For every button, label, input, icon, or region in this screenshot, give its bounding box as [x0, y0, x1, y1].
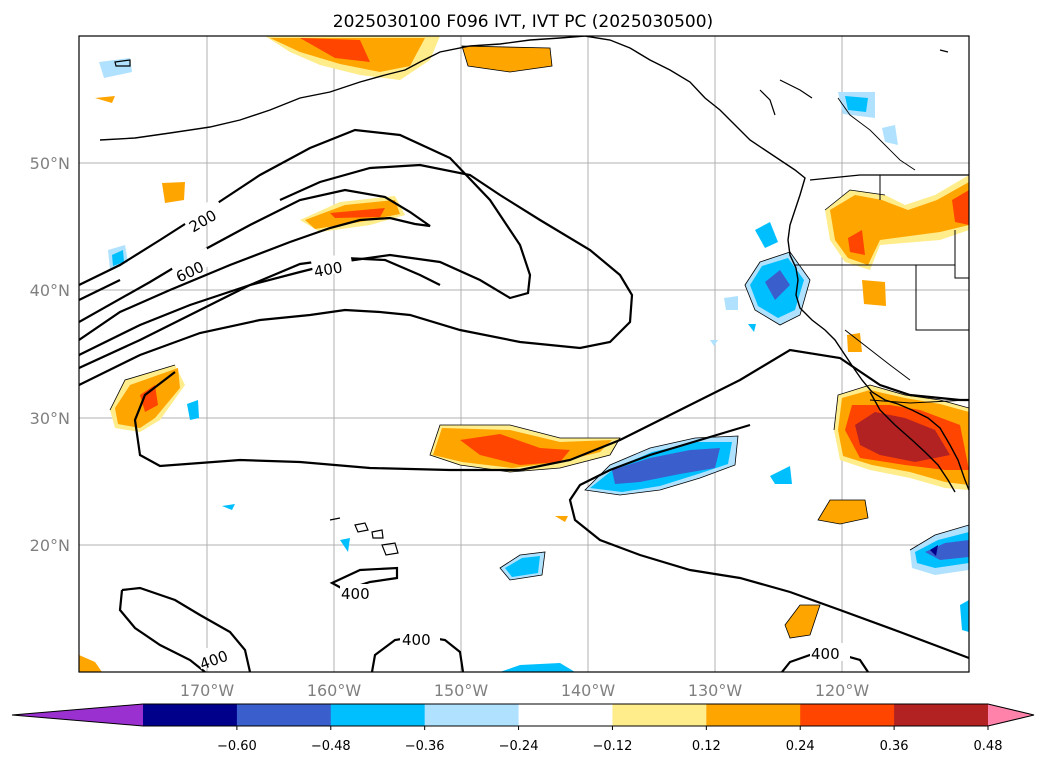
- colorbar-outline: [11, 703, 1035, 727]
- colorbar-tick-label: −0.36: [405, 739, 445, 754]
- map-area: 200 600 400 400 400 400 400: [79, 36, 969, 672]
- colorbar-segment: [143, 704, 238, 726]
- lon-label-120w: 120°W: [815, 681, 870, 700]
- lat-label-30n: 30°N: [30, 409, 70, 428]
- contour-label-400-southeast: 400: [811, 645, 840, 663]
- longitude-labels: 170°W 160°W 150°W 140°W 130°W 120°W: [180, 681, 870, 700]
- figure-title: 2025030100 F096 IVT, IVT PC (2025030500): [333, 12, 713, 32]
- colorbar-tick-label: −0.60: [217, 739, 257, 754]
- colorbar-extend-low: [12, 704, 143, 726]
- colorbar-segment: [330, 704, 426, 726]
- colorbar-tick-label: 0.36: [880, 739, 909, 754]
- lat-label-40n: 40°N: [30, 281, 70, 300]
- coastlines: [99, 36, 969, 556]
- lon-label-130w: 130°W: [688, 681, 743, 700]
- contour-labels: 200 600 400 400 400 400 400: [170, 197, 850, 672]
- colorbar-segment: [518, 704, 613, 726]
- colorbar-tick-label: −0.24: [499, 739, 539, 754]
- map-frame: [78, 35, 970, 673]
- anomaly-contours: [109, 45, 969, 639]
- colorbar-tick-label: 0.12: [692, 739, 721, 754]
- lat-label-20n: 20°N: [30, 536, 70, 555]
- colorbar-tick-label: −0.48: [311, 739, 351, 754]
- lon-label-170w: 170°W: [180, 681, 235, 700]
- lon-label-150w: 150°W: [434, 681, 489, 700]
- colorbar-tick-label: 0.48: [974, 739, 1003, 754]
- colorbar-tick-label: −0.12: [593, 739, 633, 754]
- colorbar-extend-high: [988, 704, 1034, 726]
- colorbar-segment: [706, 704, 801, 726]
- lon-label-140w: 140°W: [561, 681, 616, 700]
- latitude-labels: 50°N 40°N 30°N 20°N: [30, 154, 70, 555]
- lat-label-50n: 50°N: [30, 154, 70, 173]
- colorbar: −0.60 −0.48 −0.36 −0.24 −0.12 0.12 0.24 0.36 0.4…: [11, 703, 1035, 754]
- colorbar-segment: [612, 704, 707, 726]
- colorbar-segment: [894, 704, 989, 726]
- contour-label-400-island: 400: [341, 585, 370, 603]
- colorbar-tick-label: 0.24: [786, 739, 815, 754]
- lon-label-160w: 160°W: [307, 681, 362, 700]
- colorbar-segment: [800, 704, 895, 726]
- contour-label-400-north: 400: [313, 258, 344, 281]
- graticule: [79, 36, 969, 672]
- contour-label-400-south: 400: [402, 631, 431, 649]
- anomaly-shading: [79, 36, 969, 672]
- colorbar-segment: [424, 704, 520, 726]
- colorbar-segment: [236, 704, 332, 726]
